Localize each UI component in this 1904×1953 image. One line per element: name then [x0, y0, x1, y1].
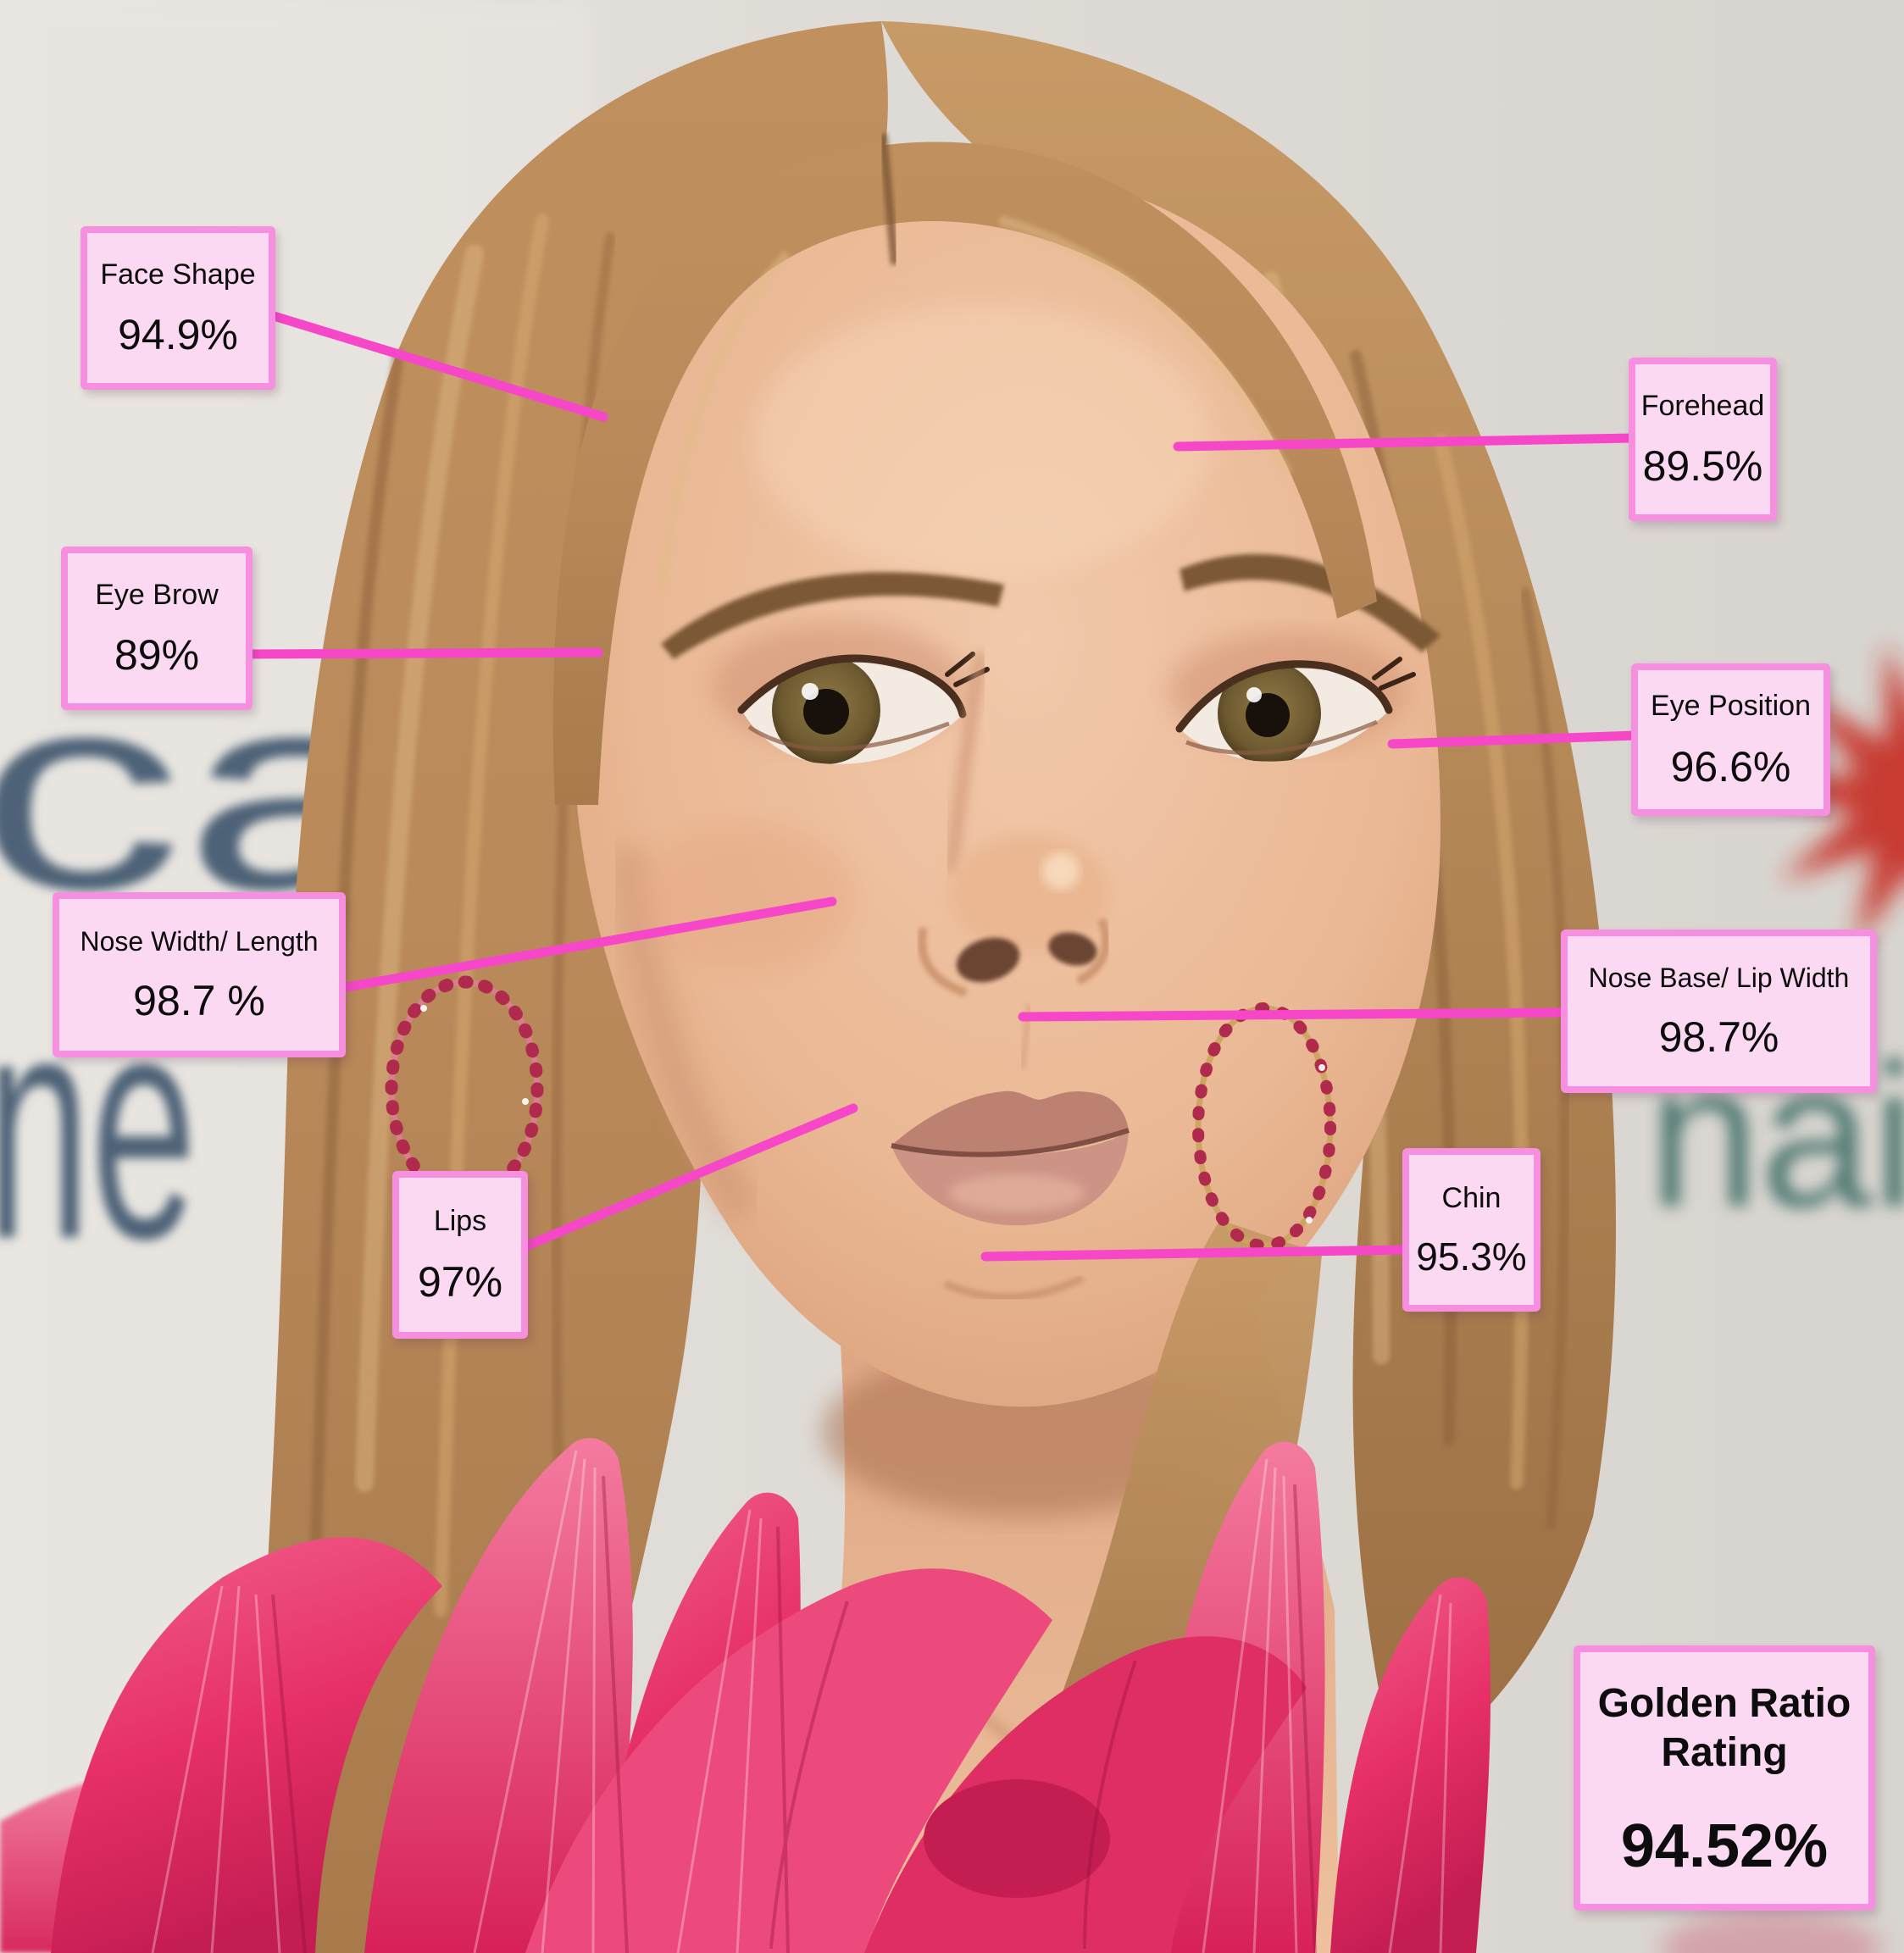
leader-lines	[243, 310, 1640, 1262]
label-face-shape-value: 94.9%	[118, 311, 238, 359]
upper-lip	[891, 1090, 1129, 1156]
cheek-blush	[636, 822, 856, 974]
label-eye-brow-title: Eye Brow	[95, 578, 219, 611]
label-eye-brow: Eye Brow 89%	[61, 547, 253, 710]
blouse-petal-5	[1330, 1577, 1491, 1953]
label-lips-title: Lips	[433, 1205, 487, 1238]
left-nostril	[956, 937, 1020, 983]
blouse-knot	[924, 1779, 1110, 1898]
right-upper-lashline	[1175, 660, 1393, 733]
label-forehead-value: 89.5%	[1642, 442, 1763, 491]
label-eye-position-value: 96.6%	[1670, 742, 1791, 791]
mouth-line	[891, 1128, 1130, 1157]
right-eye	[1175, 657, 1416, 762]
hair-crown-band	[552, 141, 1377, 805]
label-forehead: Forehead 89.5%	[1629, 358, 1777, 521]
label-lips: Lips 97%	[392, 1171, 528, 1339]
backdrop-star-icon	[1759, 643, 1904, 948]
label-face-shape-title: Face Shape	[100, 258, 256, 291]
label-forehead-title: Forehead	[1640, 389, 1765, 422]
label-nose-base-lip-width-value: 98.7%	[1658, 1013, 1779, 1062]
leader-line-eye-brow	[243, 647, 603, 659]
label-nose-width-length-title: Nose Width/ Length	[80, 925, 319, 957]
label-chin: Chin 95.3%	[1402, 1148, 1540, 1312]
right-eyebrow	[1180, 553, 1440, 652]
right-earring	[1192, 1002, 1336, 1251]
chin-crease	[943, 1273, 1085, 1301]
blouse-pleats-dark	[271, 1475, 1317, 1953]
hair-center-part	[879, 133, 899, 265]
blouse	[0, 1438, 1491, 1953]
nose-bridge-shadow	[944, 651, 988, 874]
leader-line-nose-width	[336, 896, 837, 993]
label-nose-base-lip-width-title: Nose Base/ Lip Width	[1588, 962, 1850, 993]
left-pupil	[803, 689, 849, 735]
lower-lip-highlight	[949, 1174, 1085, 1212]
lips	[891, 1090, 1130, 1226]
label-lips-value: 97%	[417, 1257, 503, 1306]
right-nostril	[1048, 932, 1097, 966]
cheek-contour	[610, 845, 760, 1222]
crown-strand-left	[656, 250, 792, 594]
right-lower-lashline	[1185, 719, 1378, 756]
forehead-highlight	[754, 305, 1212, 576]
leader-line-nose-base	[1018, 1007, 1570, 1022]
face	[573, 169, 1440, 1407]
leader-line-forehead	[1173, 433, 1638, 452]
label-eye-position: Eye Position 96.6%	[1631, 663, 1830, 816]
left-upper-lashline	[737, 654, 967, 719]
leader-line-chin	[980, 1245, 1412, 1262]
right-nose-wing	[1075, 918, 1111, 985]
nose	[918, 651, 1111, 1070]
left-lower-lashline	[747, 721, 950, 752]
right-pupil	[1246, 693, 1290, 737]
left-eye-highlight	[802, 683, 819, 700]
label-eye-position-title: Eye Position	[1651, 690, 1811, 723]
left-nose-wing	[918, 926, 968, 997]
nose-tip-highlight	[1042, 852, 1080, 890]
right-lashes	[1372, 657, 1416, 691]
crown-strand-right	[998, 215, 1293, 477]
leader-line-face-shape	[266, 310, 608, 422]
golden-ratio-rating-value: 94.52%	[1620, 1812, 1829, 1881]
nose-tip	[949, 835, 1110, 953]
leader-line-lips	[519, 1103, 858, 1252]
label-eye-brow-value: 89%	[114, 631, 200, 680]
left-eyebrow	[661, 572, 1004, 659]
label-face-shape: Face Shape 94.9%	[80, 226, 275, 390]
backdrop-pink-blur	[1661, 1911, 1881, 1953]
leader-line-eye-position	[1387, 730, 1640, 749]
neck-shadow	[822, 1347, 1229, 1517]
label-chin-title: Chin	[1441, 1181, 1502, 1214]
label-nose-base-lip-width: Nose Base/ Lip Width 98.7%	[1561, 929, 1877, 1093]
hair-right-curtain	[881, 21, 1616, 1779]
label-nose-width-length-value: 98.7 %	[133, 977, 265, 1025]
blouse-petal-1	[51, 1537, 442, 1953]
blouse-petal-2	[364, 1438, 633, 1953]
label-nose-width-length: Nose Width/ Length 98.7 %	[53, 892, 346, 1057]
golden-ratio-rating-box: Golden Ratio Rating 94.52%	[1574, 1645, 1875, 1911]
left-eye	[737, 652, 990, 764]
golden-ratio-rating-title: Golden Ratio Rating	[1597, 1680, 1851, 1775]
label-chin-value: 95.3%	[1416, 1234, 1527, 1279]
hair-crown	[552, 133, 1377, 805]
blouse-left-lapel	[525, 1568, 1052, 1953]
blouse-pleats-light	[151, 1450, 1452, 1953]
right-eye-highlight	[1246, 687, 1262, 702]
